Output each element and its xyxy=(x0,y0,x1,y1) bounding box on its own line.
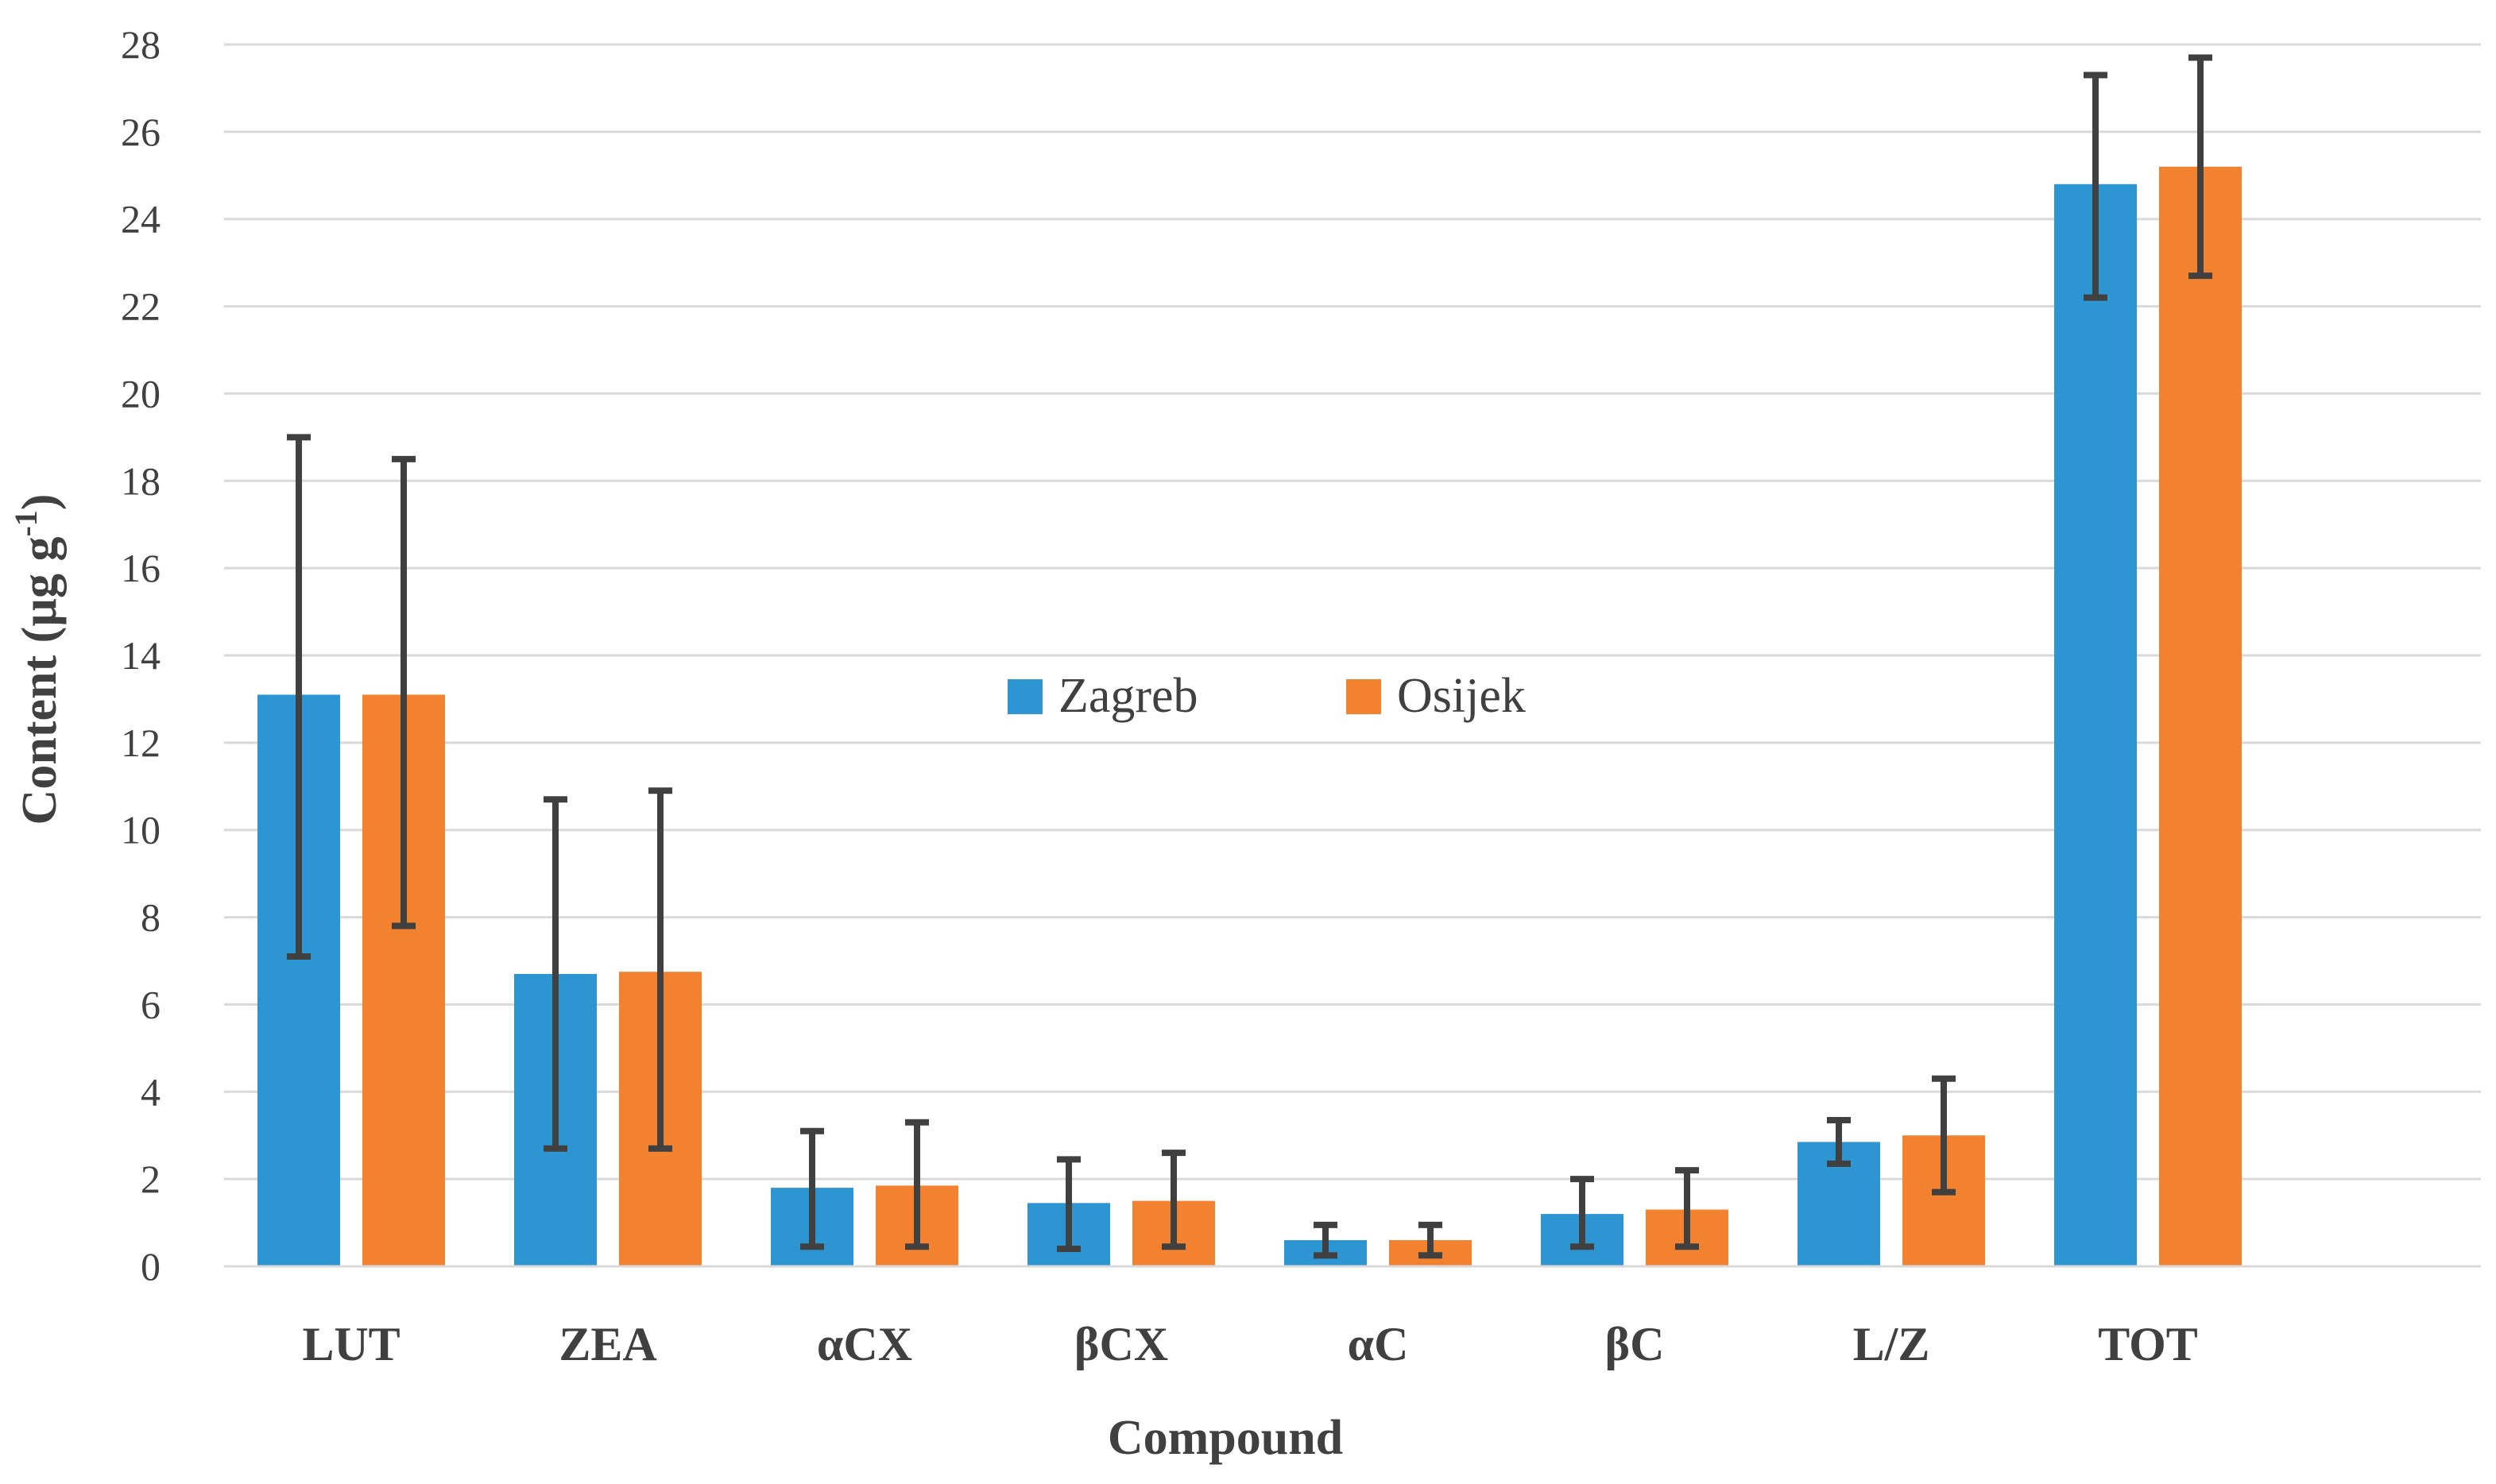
error-bar-zagreb xyxy=(1827,1116,1851,1167)
error-bar-osijek xyxy=(1418,1221,1442,1259)
error-bar-osijek xyxy=(1162,1150,1186,1250)
x-category-label: αCX xyxy=(817,1318,912,1370)
x-axis-title: Compound xyxy=(1108,1411,1343,1465)
x-category-label: βCX xyxy=(1074,1318,1168,1370)
y-tick-label: 8 xyxy=(141,895,161,940)
y-tick-label: 4 xyxy=(141,1069,161,1114)
x-category-label: L/Z xyxy=(1853,1318,1930,1370)
gridlines xyxy=(224,43,2481,1181)
error-bar-zagreb xyxy=(800,1127,824,1250)
y-axis-title-superscript: -1 xyxy=(8,510,44,536)
y-tick-label: 14 xyxy=(121,633,161,678)
x-category-label: LUT xyxy=(302,1318,400,1370)
y-tick-label: 24 xyxy=(121,197,161,242)
legend-swatch-osijek xyxy=(1346,679,1381,714)
y-tick-label: 10 xyxy=(121,808,161,852)
error-bar-osijek xyxy=(2188,54,2212,280)
error-bar-zagreb xyxy=(1057,1156,1081,1253)
y-tick-label: 2 xyxy=(141,1157,161,1201)
error-bar-osijek xyxy=(392,455,416,929)
error-bar-zagreb xyxy=(2084,71,2107,301)
y-tick-label: 0 xyxy=(141,1244,161,1289)
x-category-label: ZEA xyxy=(559,1318,656,1370)
y-tick-label: 26 xyxy=(121,110,161,154)
error-bar-zagreb xyxy=(544,796,567,1152)
error-bar-zagreb xyxy=(1570,1176,1594,1250)
error-bars xyxy=(287,54,2212,1259)
error-bar-zagreb xyxy=(1314,1221,1337,1259)
y-axis-title-close: ) xyxy=(13,494,67,511)
bar-osijek xyxy=(2159,166,2242,1266)
y-tick-label: 12 xyxy=(121,721,161,765)
legend-label-osijek: Osijek xyxy=(1397,669,1526,723)
legend-swatch-zagreb xyxy=(1008,679,1043,714)
y-tick-label: 16 xyxy=(121,546,161,590)
error-bar-osijek xyxy=(1932,1075,1956,1196)
error-bar-osijek xyxy=(1675,1167,1699,1250)
legend: Zagreb Osijek xyxy=(1008,669,1526,723)
y-tick-label: 22 xyxy=(121,284,161,329)
y-axis-title-main: Content (µg g xyxy=(13,537,67,825)
legend-label-zagreb: Zagreb xyxy=(1058,669,1198,723)
bar-zagreb xyxy=(2054,184,2137,1266)
x-category-label: αC xyxy=(1348,1318,1409,1370)
y-tick-label: 28 xyxy=(121,22,161,67)
y-tick-label: 6 xyxy=(141,982,161,1026)
error-bar-osijek xyxy=(905,1119,929,1250)
x-category-label: TOT xyxy=(2098,1318,2198,1370)
x-category-label: βC xyxy=(1605,1318,1665,1370)
error-bar-zagreb xyxy=(287,434,311,960)
y-tick-label: 18 xyxy=(121,458,161,503)
y-axis-title: Content (µg g-1) xyxy=(8,494,67,825)
x-axis-categories: LUT ZEA αCX βCX αC βC L/Z TOT xyxy=(302,1318,2198,1370)
error-bar-osijek xyxy=(648,787,672,1152)
y-tick-label: 20 xyxy=(121,371,161,415)
